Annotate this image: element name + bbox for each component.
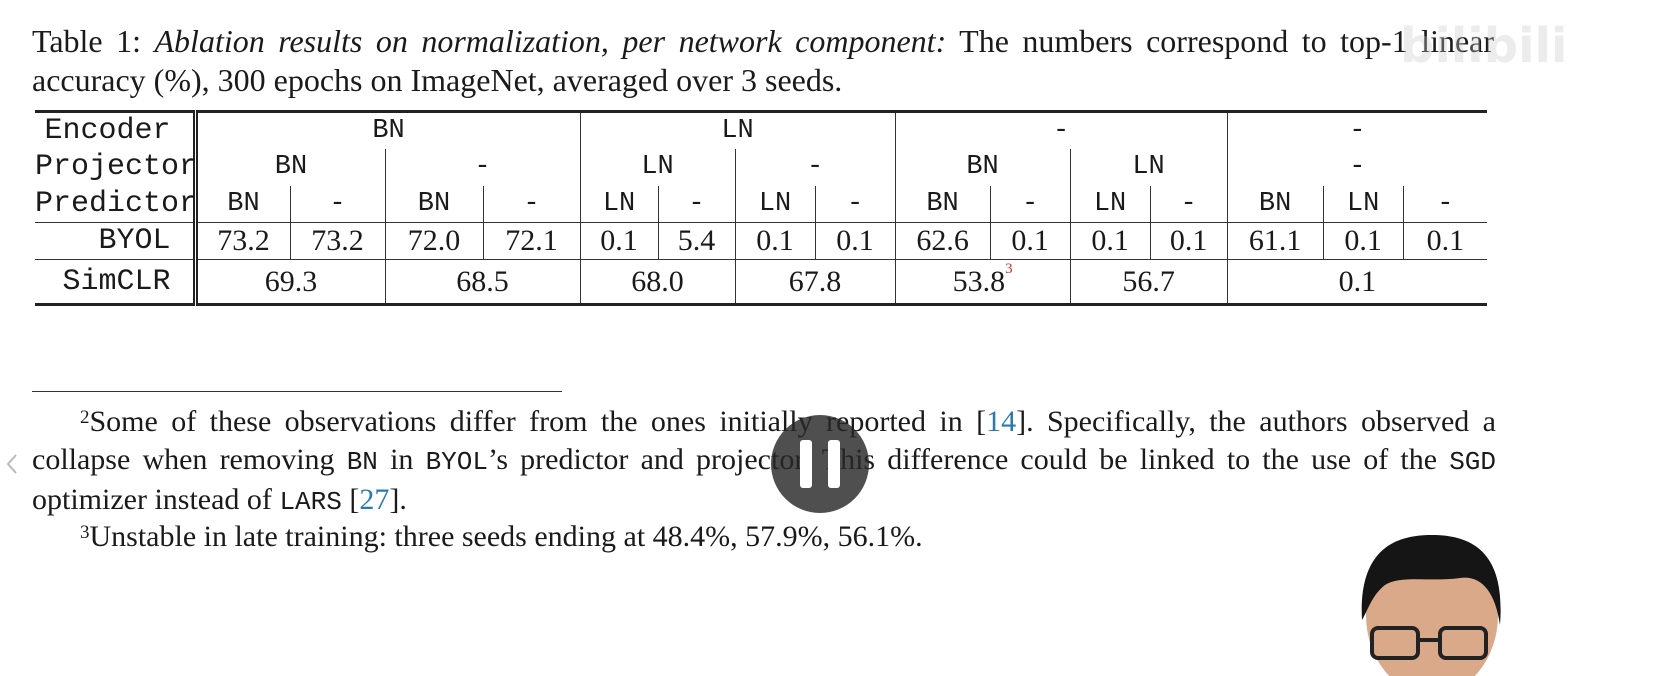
table-cell: 68.0 xyxy=(579,259,736,305)
caption-text: The numbers correspond to top-1 linear a… xyxy=(32,23,1495,98)
table-row: Predictor BN - BN - LN - LN - BN - LN - BN LN - xyxy=(35,185,1488,223)
footnote-text: ’s predictor and projector. This differe… xyxy=(487,443,1450,476)
row-header: Predictor xyxy=(35,185,198,223)
pause-button[interactable] xyxy=(771,415,869,513)
footnote-text: BN xyxy=(346,447,378,477)
row-header: BYOL xyxy=(35,222,198,260)
ablation-table: Encoder BN LN - - Projector BN - LN - BN LN - Predict… xyxy=(35,110,1488,306)
table-cell: - xyxy=(482,185,581,223)
table-cell: - xyxy=(1402,185,1488,223)
table-cell: 68.5 xyxy=(384,259,581,305)
table-cell: - xyxy=(289,185,385,223)
footnote-text: ]. Specifically, the authors observed a … xyxy=(32,405,1496,476)
table-cell: 5.4 xyxy=(657,222,736,260)
table-cell: 62.6 xyxy=(894,222,991,260)
table-cell: 73.2 xyxy=(195,222,290,260)
table-row: BYOL 73.2 73.2 72.0 72.1 0.1 5.4 0.1 0.1 62.6 0.1 0… xyxy=(35,222,1488,260)
presenter xyxy=(1361,535,1501,676)
footnote-text: SGD xyxy=(1449,447,1496,477)
caption-label: Table 1: xyxy=(32,23,141,59)
table-cell: BN xyxy=(274,152,308,182)
table-cell: LN xyxy=(734,185,816,223)
table-cell: LN xyxy=(1069,185,1151,223)
table-cell: - xyxy=(734,148,896,186)
footnote-text: in xyxy=(377,443,426,476)
table-cell: 73.2 xyxy=(289,222,385,260)
table-cell: LN xyxy=(579,185,659,223)
row-header: Encoder xyxy=(35,111,198,149)
table-cell: 0.1 xyxy=(989,222,1071,260)
table-row: Projector BN - LN - BN LN - xyxy=(35,148,1488,186)
row-header: Projector xyxy=(35,148,198,186)
caption-title: Ablation results on normalization, per n… xyxy=(154,23,947,59)
table-cell: - xyxy=(384,148,581,186)
table-cell: BN xyxy=(1226,185,1324,223)
table-cell: 0.1 xyxy=(1402,222,1488,260)
table-cell: 53.83 xyxy=(894,259,1071,305)
table-cell: LN xyxy=(1322,185,1404,223)
table-cell: 67.8 xyxy=(734,259,896,305)
table-cell: LN xyxy=(1069,148,1228,186)
table-cell: - xyxy=(1226,148,1488,186)
table-cell: BN xyxy=(894,185,991,223)
table-cell: 0.1 xyxy=(1322,222,1404,260)
table-cell: - xyxy=(1149,185,1228,223)
footnote-text: [ xyxy=(341,483,360,516)
table-cell: 56.7 xyxy=(1069,259,1228,305)
footnote-text: BYOL xyxy=(425,447,488,477)
footnote-text: ]. xyxy=(389,483,407,516)
table-cell: 0.1 xyxy=(814,222,896,260)
table-cell: LN xyxy=(579,111,896,149)
prev-arrow[interactable] xyxy=(6,454,17,474)
footnote-mark: 3 xyxy=(1005,260,1013,277)
table-cell: BN xyxy=(894,148,1071,186)
footnote: 3Unstable in late training: three seeds … xyxy=(32,518,1496,556)
table-cell: 61.1 xyxy=(1226,222,1324,260)
table-cell: 0.1 xyxy=(1226,259,1488,305)
footnote-number: 3 xyxy=(80,522,90,543)
table-cell: 0.1 xyxy=(734,222,816,260)
citation[interactable]: 14 xyxy=(986,405,1017,438)
table-cell: LN xyxy=(579,148,736,186)
table-cell: BN xyxy=(372,115,405,146)
table-cell: - xyxy=(894,111,1228,149)
table-cell: 72.0 xyxy=(384,222,483,260)
watermark: bilibili xyxy=(1400,18,1568,74)
footnote-number: 2 xyxy=(80,407,90,428)
table-cell: BN xyxy=(384,185,483,223)
table-cell: - xyxy=(1226,111,1488,149)
table-cell: - xyxy=(989,185,1071,223)
table-cell: BN xyxy=(227,188,260,219)
table-cell: - xyxy=(814,185,896,223)
table-cell: 72.1 xyxy=(482,222,581,260)
table-cell: 0.1 xyxy=(1069,222,1151,260)
footnote-text: LARS xyxy=(279,487,342,517)
citation[interactable]: 27 xyxy=(359,483,390,516)
table-cell: - xyxy=(657,185,736,223)
table-caption: Table 1: Ablation results on normalizati… xyxy=(32,22,1494,100)
table-cell: 69.3 xyxy=(195,259,385,305)
table-cell: 0.1 xyxy=(1149,222,1228,260)
table-row: SimCLR 69.3 68.5 68.0 67.8 53.83 56.7 0.1 xyxy=(35,259,1488,305)
table-row: Encoder BN LN - - xyxy=(35,111,1488,149)
row-header: SimCLR xyxy=(35,259,198,305)
footnote-rule xyxy=(32,391,562,392)
footnote-text: Unstable in late training: three seeds e… xyxy=(89,520,923,553)
table-cell: 0.1 xyxy=(579,222,659,260)
footnote-text: optimizer instead of xyxy=(32,483,280,516)
